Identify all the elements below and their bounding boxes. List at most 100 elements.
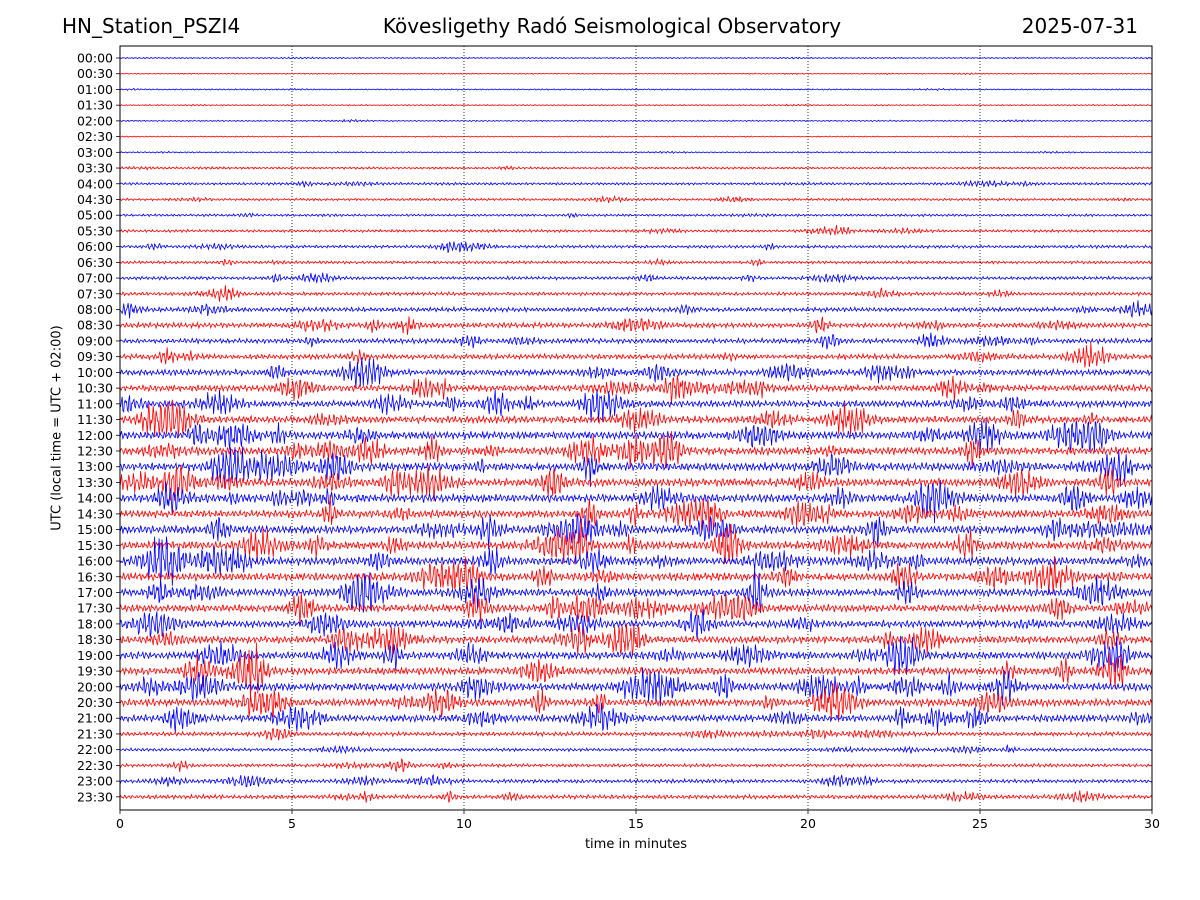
y-tick-label: 14:30 (77, 506, 113, 521)
y-tick-label: 22:30 (77, 758, 113, 773)
trace-1930 (120, 642, 1152, 702)
trace-2000 (120, 667, 1152, 707)
x-tick-label: 25 (972, 816, 988, 831)
observatory-title: Kövesligethy Radó Seismological Observat… (382, 14, 842, 38)
trace-0330 (120, 165, 1152, 171)
y-tick-label: 16:00 (77, 554, 113, 569)
y-tick-label: 05:00 (77, 208, 113, 223)
x-tick-label: 0 (116, 816, 124, 831)
trace-0130 (120, 103, 1152, 107)
x-tick-label: 5 (288, 816, 296, 831)
trace-0430 (120, 194, 1152, 204)
traces (120, 56, 1152, 803)
y-tick-label: 14:00 (77, 491, 113, 506)
trace-0800 (120, 300, 1152, 319)
trace-1130 (120, 400, 1152, 437)
trace-1600 (120, 536, 1152, 586)
date-label: 2025-07-31 (1021, 14, 1138, 38)
trace-1400 (120, 480, 1152, 524)
trace-2330 (120, 790, 1152, 803)
y-tick-label: 10:30 (77, 381, 113, 396)
x-tick-label: 30 (1144, 816, 1160, 831)
trace-1730 (120, 592, 1152, 625)
y-tick-label: 02:00 (77, 113, 113, 128)
y-axis-label: UTC (local time = UTC + 02:00) (49, 325, 65, 531)
trace-1100 (120, 389, 1152, 423)
y-tick-label: 18:30 (77, 632, 113, 647)
trace-1900 (120, 635, 1152, 676)
y-tick-label: 07:30 (77, 286, 113, 301)
trace-2300 (120, 774, 1152, 788)
y-tick-label: 11:30 (77, 412, 113, 427)
y-tick-label: 21:00 (77, 711, 113, 726)
y-tick-label: 12:00 (77, 428, 113, 443)
trace-1330 (120, 464, 1152, 502)
y-tick-label: 21:30 (77, 726, 113, 741)
y-tick-label: 05:30 (77, 223, 113, 238)
trace-2200 (120, 744, 1152, 755)
y-tick-label: 20:00 (77, 679, 113, 694)
trace-2230 (120, 758, 1152, 773)
trace-1800 (120, 608, 1152, 640)
x-tick-label: 10 (456, 816, 472, 831)
trace-1830 (120, 623, 1152, 658)
y-tick-label: 02:30 (77, 129, 113, 144)
trace-0830 (120, 316, 1152, 335)
trace-0730 (120, 285, 1152, 302)
y-tick-label: 06:00 (77, 239, 113, 254)
station-label: HN_Station_PSZI4 (62, 14, 241, 38)
y-tick-label: 18:00 (77, 616, 113, 631)
y-tick-label: 17:30 (77, 601, 113, 616)
trace-0530 (120, 224, 1152, 236)
y-tick-label: 17:00 (77, 585, 113, 600)
x-tick-label: 15 (628, 816, 644, 831)
y-tick-label: 07:00 (77, 271, 113, 286)
trace-0400 (120, 179, 1152, 188)
trace-2030 (120, 682, 1152, 723)
trace-1700 (120, 567, 1152, 614)
y-tick-label: 20:30 (77, 695, 113, 710)
y-tick-label: 19:30 (77, 664, 113, 679)
y-tick-label: 09:30 (77, 349, 113, 364)
trace-0900 (120, 332, 1152, 350)
trace-0700 (120, 272, 1152, 284)
trace-0600 (120, 241, 1152, 254)
trace-0500 (120, 212, 1152, 219)
y-tick-label: 01:30 (77, 98, 113, 113)
y-tick-label: 01:00 (77, 82, 113, 97)
y-tick-label: 23:00 (77, 774, 113, 789)
x-axis-label: time in minutes (584, 837, 688, 852)
trace-0930 (120, 342, 1152, 368)
y-tick-label: 16:30 (77, 569, 113, 584)
trace-0230 (120, 135, 1152, 138)
y-tick-label: 04:30 (77, 192, 113, 207)
y-tick-label: 12:30 (77, 444, 113, 459)
y-tick-label: 06:30 (77, 255, 113, 270)
y-tick-label: 08:30 (77, 318, 113, 333)
y-tick-label: 08:00 (77, 302, 113, 317)
trace-0200 (120, 118, 1152, 123)
y-tick-label: 09:00 (77, 333, 113, 348)
y-tick-label: 03:30 (77, 161, 113, 176)
trace-1000 (120, 357, 1152, 389)
trace-1500 (120, 513, 1152, 550)
trace-1430 (120, 494, 1152, 532)
y-tick-label: 00:00 (77, 51, 113, 66)
y-tick-label: 04:00 (77, 176, 113, 191)
y-tick-label: 22:00 (77, 742, 113, 757)
trace-1530 (120, 518, 1152, 565)
y-tick-label: 13:00 (77, 459, 113, 474)
y-tick-label: 10:00 (77, 365, 113, 380)
y-tick-label: 15:00 (77, 522, 113, 537)
y-tick-label: 03:00 (77, 145, 113, 160)
x-tick-label: 20 (800, 816, 816, 831)
y-tick-label: 11:00 (77, 396, 113, 411)
trace-0100 (120, 87, 1152, 92)
y-tick-label: 00:30 (77, 66, 113, 81)
trace-1230 (120, 431, 1152, 469)
y-tick-label: 23:30 (77, 789, 113, 804)
trace-0030 (120, 72, 1152, 76)
trace-0300 (120, 150, 1152, 155)
trace-1300 (120, 446, 1152, 489)
